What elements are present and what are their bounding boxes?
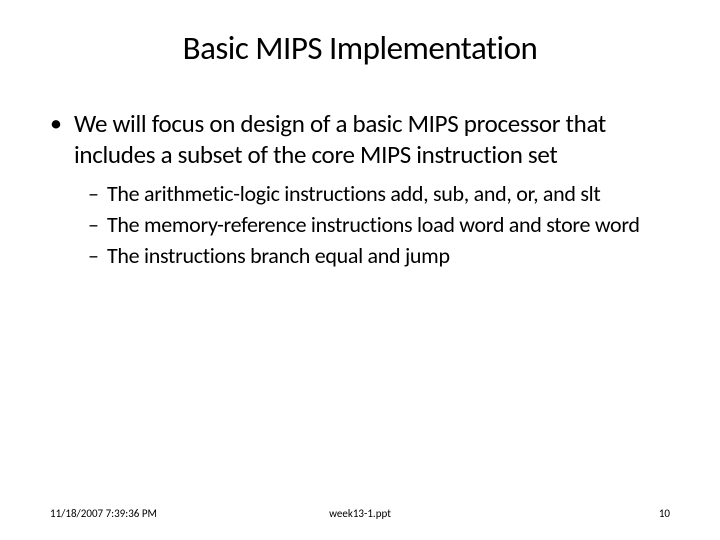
sub-bullet-item: – The memory-reference instructions load… (88, 211, 670, 239)
slide-container: Basic MIPS Implementation • We will focu… (0, 0, 720, 540)
sub-bullet-item: – The arithmetic-logic instructions add,… (88, 180, 670, 208)
slide-content: • We will focus on design of a basic MIP… (50, 108, 670, 270)
main-bullet-text: We will focus on design of a basic MIPS … (74, 108, 670, 170)
bullet-marker: • (50, 108, 62, 139)
sub-bullet-marker: – (88, 180, 99, 208)
footer-page-number: 10 (659, 507, 670, 520)
sub-bullet-marker: – (88, 211, 99, 239)
sub-bullet-marker: – (88, 242, 99, 270)
slide-title: Basic MIPS Implementation (50, 28, 670, 68)
sub-bullets-container: – The arithmetic-logic instructions add,… (50, 180, 670, 270)
main-bullet: • We will focus on design of a basic MIP… (50, 108, 670, 170)
slide-footer: 11/18/2007 7:39:36 PM week13-1.ppt 10 (0, 507, 720, 520)
sub-bullet-text: The instructions branch equal and jump (107, 242, 450, 270)
sub-bullet-item: – The instructions branch equal and jump (88, 242, 670, 270)
footer-datetime: 11/18/2007 7:39:36 PM (50, 507, 157, 520)
sub-bullet-text: The arithmetic-logic instructions add, s… (107, 180, 601, 208)
footer-filename: week13-1.ppt (329, 507, 391, 520)
sub-bullet-text: The memory-reference instructions load w… (107, 211, 640, 239)
